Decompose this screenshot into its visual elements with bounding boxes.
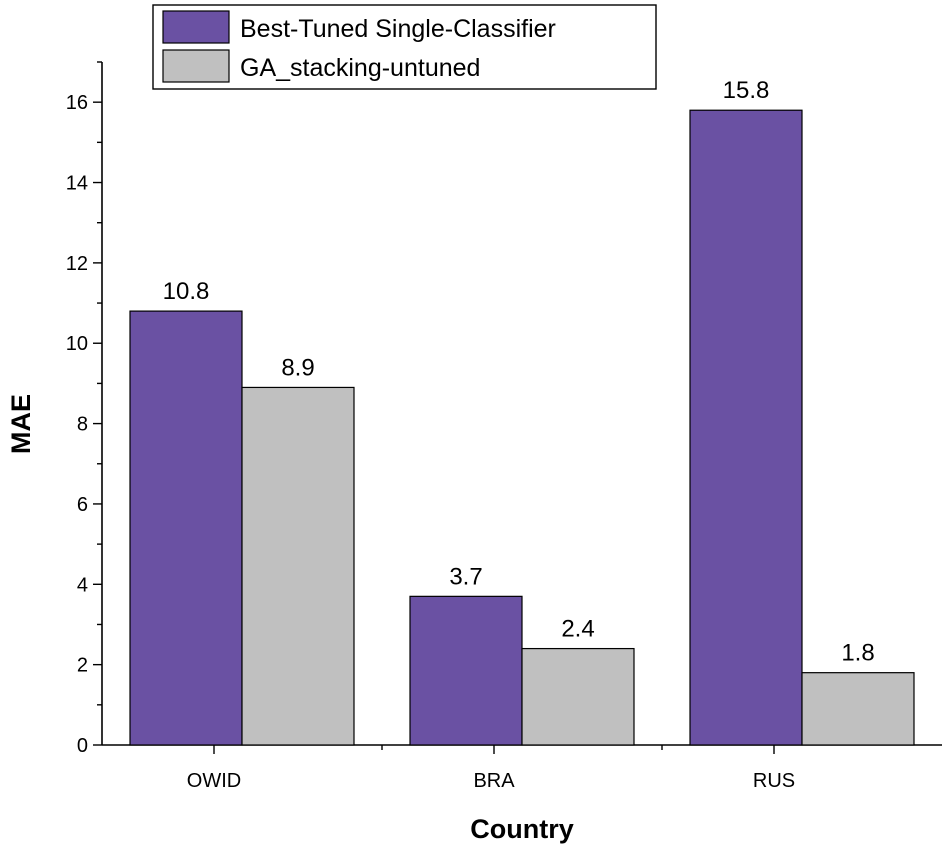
- y-tick-label-14: 14: [66, 173, 88, 195]
- x-tick-label-owid: OWID: [187, 770, 241, 792]
- bar-label-ga-stacking-untuned-owid: 8.9: [281, 354, 314, 381]
- bar-best-tuned-single-classifier-rus: [689, 109, 803, 746]
- bar-label-best-tuned-single-classifier-rus: 15.8: [723, 77, 770, 104]
- legend: Best-Tuned Single-Classifier GA_stacking…: [152, 4, 657, 90]
- bar-ga-stacking-untuned-owid: [241, 386, 355, 746]
- y-tick-label-16: 16: [66, 92, 88, 114]
- bar-label-best-tuned-single-classifier-bra: 3.7: [449, 563, 482, 590]
- x-tick-label-rus: RUS: [753, 770, 795, 792]
- legend-label-best-tuned: Best-Tuned Single-Classifier: [240, 15, 556, 43]
- bars: [129, 109, 915, 746]
- bar-best-tuned-single-classifier-owid: [129, 310, 243, 746]
- legend-swatch-best-tuned: [162, 10, 230, 44]
- bar-label-best-tuned-single-classifier-owid: 10.8: [163, 278, 210, 305]
- x-axis: OWID BRA RUS: [187, 745, 795, 792]
- bar-ga-stacking-untuned-rus: [801, 672, 915, 746]
- y-tick-label-4: 4: [77, 574, 88, 596]
- legend-box: [152, 4, 657, 90]
- y-tick-label-0: 0: [77, 735, 88, 757]
- y-axis: 0 2 4 6 8 10 12 14 16: [66, 61, 102, 757]
- bar-labels: 10.8 8.9 3.7 2.4 15.8 1.8: [163, 77, 875, 666]
- y-tick-label-8: 8: [77, 414, 88, 436]
- bar-best-tuned-single-classifier-bra: [409, 595, 523, 746]
- bar-label-ga-stacking-untuned-bra: 2.4: [561, 616, 594, 643]
- y-tick-label-2: 2: [77, 655, 88, 677]
- y-axis-title: MAE: [6, 394, 36, 454]
- bar-ga-stacking-untuned-bra: [521, 647, 635, 746]
- y-tick-label-6: 6: [77, 494, 88, 516]
- bar-label-ga-stacking-untuned-rus: 1.8: [841, 640, 874, 667]
- legend-swatch-ga-stacking: [162, 49, 230, 83]
- legend-label-ga-stacking: GA_stacking-untuned: [240, 54, 480, 82]
- y-tick-label-12: 12: [66, 253, 88, 275]
- y-tick-label-10: 10: [66, 333, 88, 355]
- x-tick-label-bra: BRA: [473, 770, 515, 792]
- x-axis-title: Country: [470, 814, 574, 844]
